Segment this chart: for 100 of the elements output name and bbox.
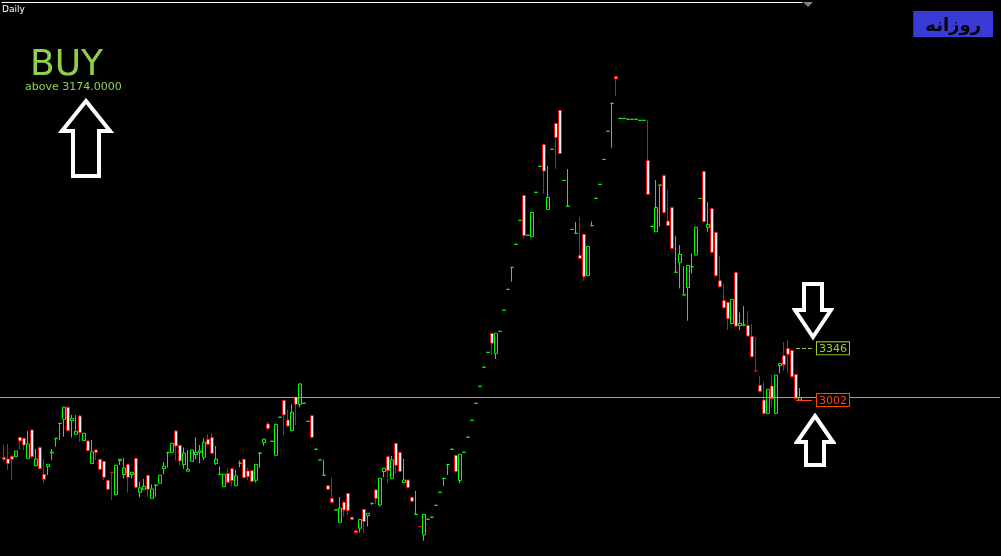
candlestick xyxy=(734,271,738,327)
candlestick xyxy=(250,470,254,482)
candlestick xyxy=(646,119,650,195)
candlestick xyxy=(566,168,570,207)
candlestick xyxy=(86,440,90,452)
candlestick xyxy=(586,245,590,277)
candlestick xyxy=(62,406,66,438)
candlestick xyxy=(14,450,18,458)
candlestick xyxy=(94,449,98,461)
candlestick xyxy=(698,197,702,200)
candlestick xyxy=(234,469,238,487)
candlestick xyxy=(358,518,362,534)
candlestick xyxy=(74,414,78,435)
candlestick xyxy=(282,399,286,436)
candlestick xyxy=(490,332,494,356)
chart-subtitle: Daily xyxy=(2,3,26,14)
candlestick xyxy=(174,429,178,462)
candlestick xyxy=(770,374,774,408)
candlestick xyxy=(82,432,86,442)
candlestick xyxy=(730,298,734,324)
candlestick xyxy=(214,445,218,466)
candlestick xyxy=(394,442,398,474)
candlestick xyxy=(786,339,790,374)
candlestick xyxy=(374,489,378,505)
candlestick xyxy=(110,471,114,501)
candlestick xyxy=(46,463,50,476)
candlestick xyxy=(66,406,70,432)
candlestick xyxy=(798,387,802,401)
candlestick xyxy=(90,439,94,465)
candlestick xyxy=(422,513,426,542)
candlestick xyxy=(290,403,294,432)
candlestick xyxy=(50,448,54,461)
candlestick xyxy=(114,464,118,496)
candlestick xyxy=(774,374,778,414)
candlestick xyxy=(654,179,658,233)
candlestick xyxy=(158,474,162,484)
candlestick xyxy=(30,429,34,459)
candlestick xyxy=(546,165,550,210)
candlestick xyxy=(26,430,30,459)
candlestick xyxy=(274,423,278,456)
candlestick xyxy=(150,483,154,499)
candlestick xyxy=(522,194,526,239)
candlestick xyxy=(130,471,134,479)
candlestick xyxy=(378,477,382,508)
candlestick xyxy=(658,184,662,228)
ref-line-label: 3346 xyxy=(819,341,847,355)
candlestick xyxy=(366,512,370,528)
candlestick xyxy=(782,341,786,372)
candlestick xyxy=(34,448,38,467)
text: روزانه xyxy=(925,13,982,36)
candlestick xyxy=(202,437,206,461)
candlestick xyxy=(70,414,74,439)
candlestick xyxy=(230,468,234,488)
candlestick xyxy=(310,415,314,438)
candlestick xyxy=(298,382,302,408)
candlestick xyxy=(510,266,514,283)
candlestick xyxy=(706,201,710,233)
candlestick xyxy=(262,438,266,447)
candlestick xyxy=(406,479,410,489)
candlestick xyxy=(702,170,706,223)
candlestick xyxy=(294,396,298,426)
candlestick xyxy=(238,460,242,468)
candlestick xyxy=(338,496,342,523)
candlestick xyxy=(22,437,26,451)
candlestick xyxy=(494,332,498,360)
candlestick xyxy=(194,436,198,460)
candlestick xyxy=(186,449,190,472)
candlestick xyxy=(574,221,578,234)
candlestick xyxy=(266,421,270,432)
candlestick xyxy=(382,467,386,478)
candlestick xyxy=(226,467,230,483)
ref-line-label: 3002 xyxy=(819,393,847,407)
candlestick xyxy=(386,456,390,484)
candlestick xyxy=(346,492,350,516)
annotation: BUY xyxy=(30,41,105,83)
candlestick xyxy=(442,477,446,487)
candlestick xyxy=(742,305,746,327)
candlestick xyxy=(154,484,158,498)
candlestick xyxy=(122,457,126,480)
annotation: above 3174.0000 xyxy=(25,80,122,93)
candlestick xyxy=(542,143,546,195)
candlestick xyxy=(134,457,138,488)
candlestick xyxy=(330,477,334,503)
candlestick xyxy=(138,481,142,498)
candlestick xyxy=(454,454,458,473)
candlestick xyxy=(614,76,618,97)
candlestick xyxy=(350,516,354,520)
candlestick xyxy=(446,463,450,476)
candlestick xyxy=(530,211,534,238)
candlestick xyxy=(370,502,374,506)
candlestick xyxy=(322,459,326,476)
candlestick xyxy=(242,458,246,480)
candlestick xyxy=(78,414,82,443)
candlestick xyxy=(590,221,594,227)
candlestick xyxy=(102,460,106,481)
candlestick xyxy=(610,102,614,149)
candlestick xyxy=(410,496,414,502)
candlestick xyxy=(362,508,366,534)
candlestick xyxy=(354,530,358,534)
candlestick xyxy=(766,388,770,414)
